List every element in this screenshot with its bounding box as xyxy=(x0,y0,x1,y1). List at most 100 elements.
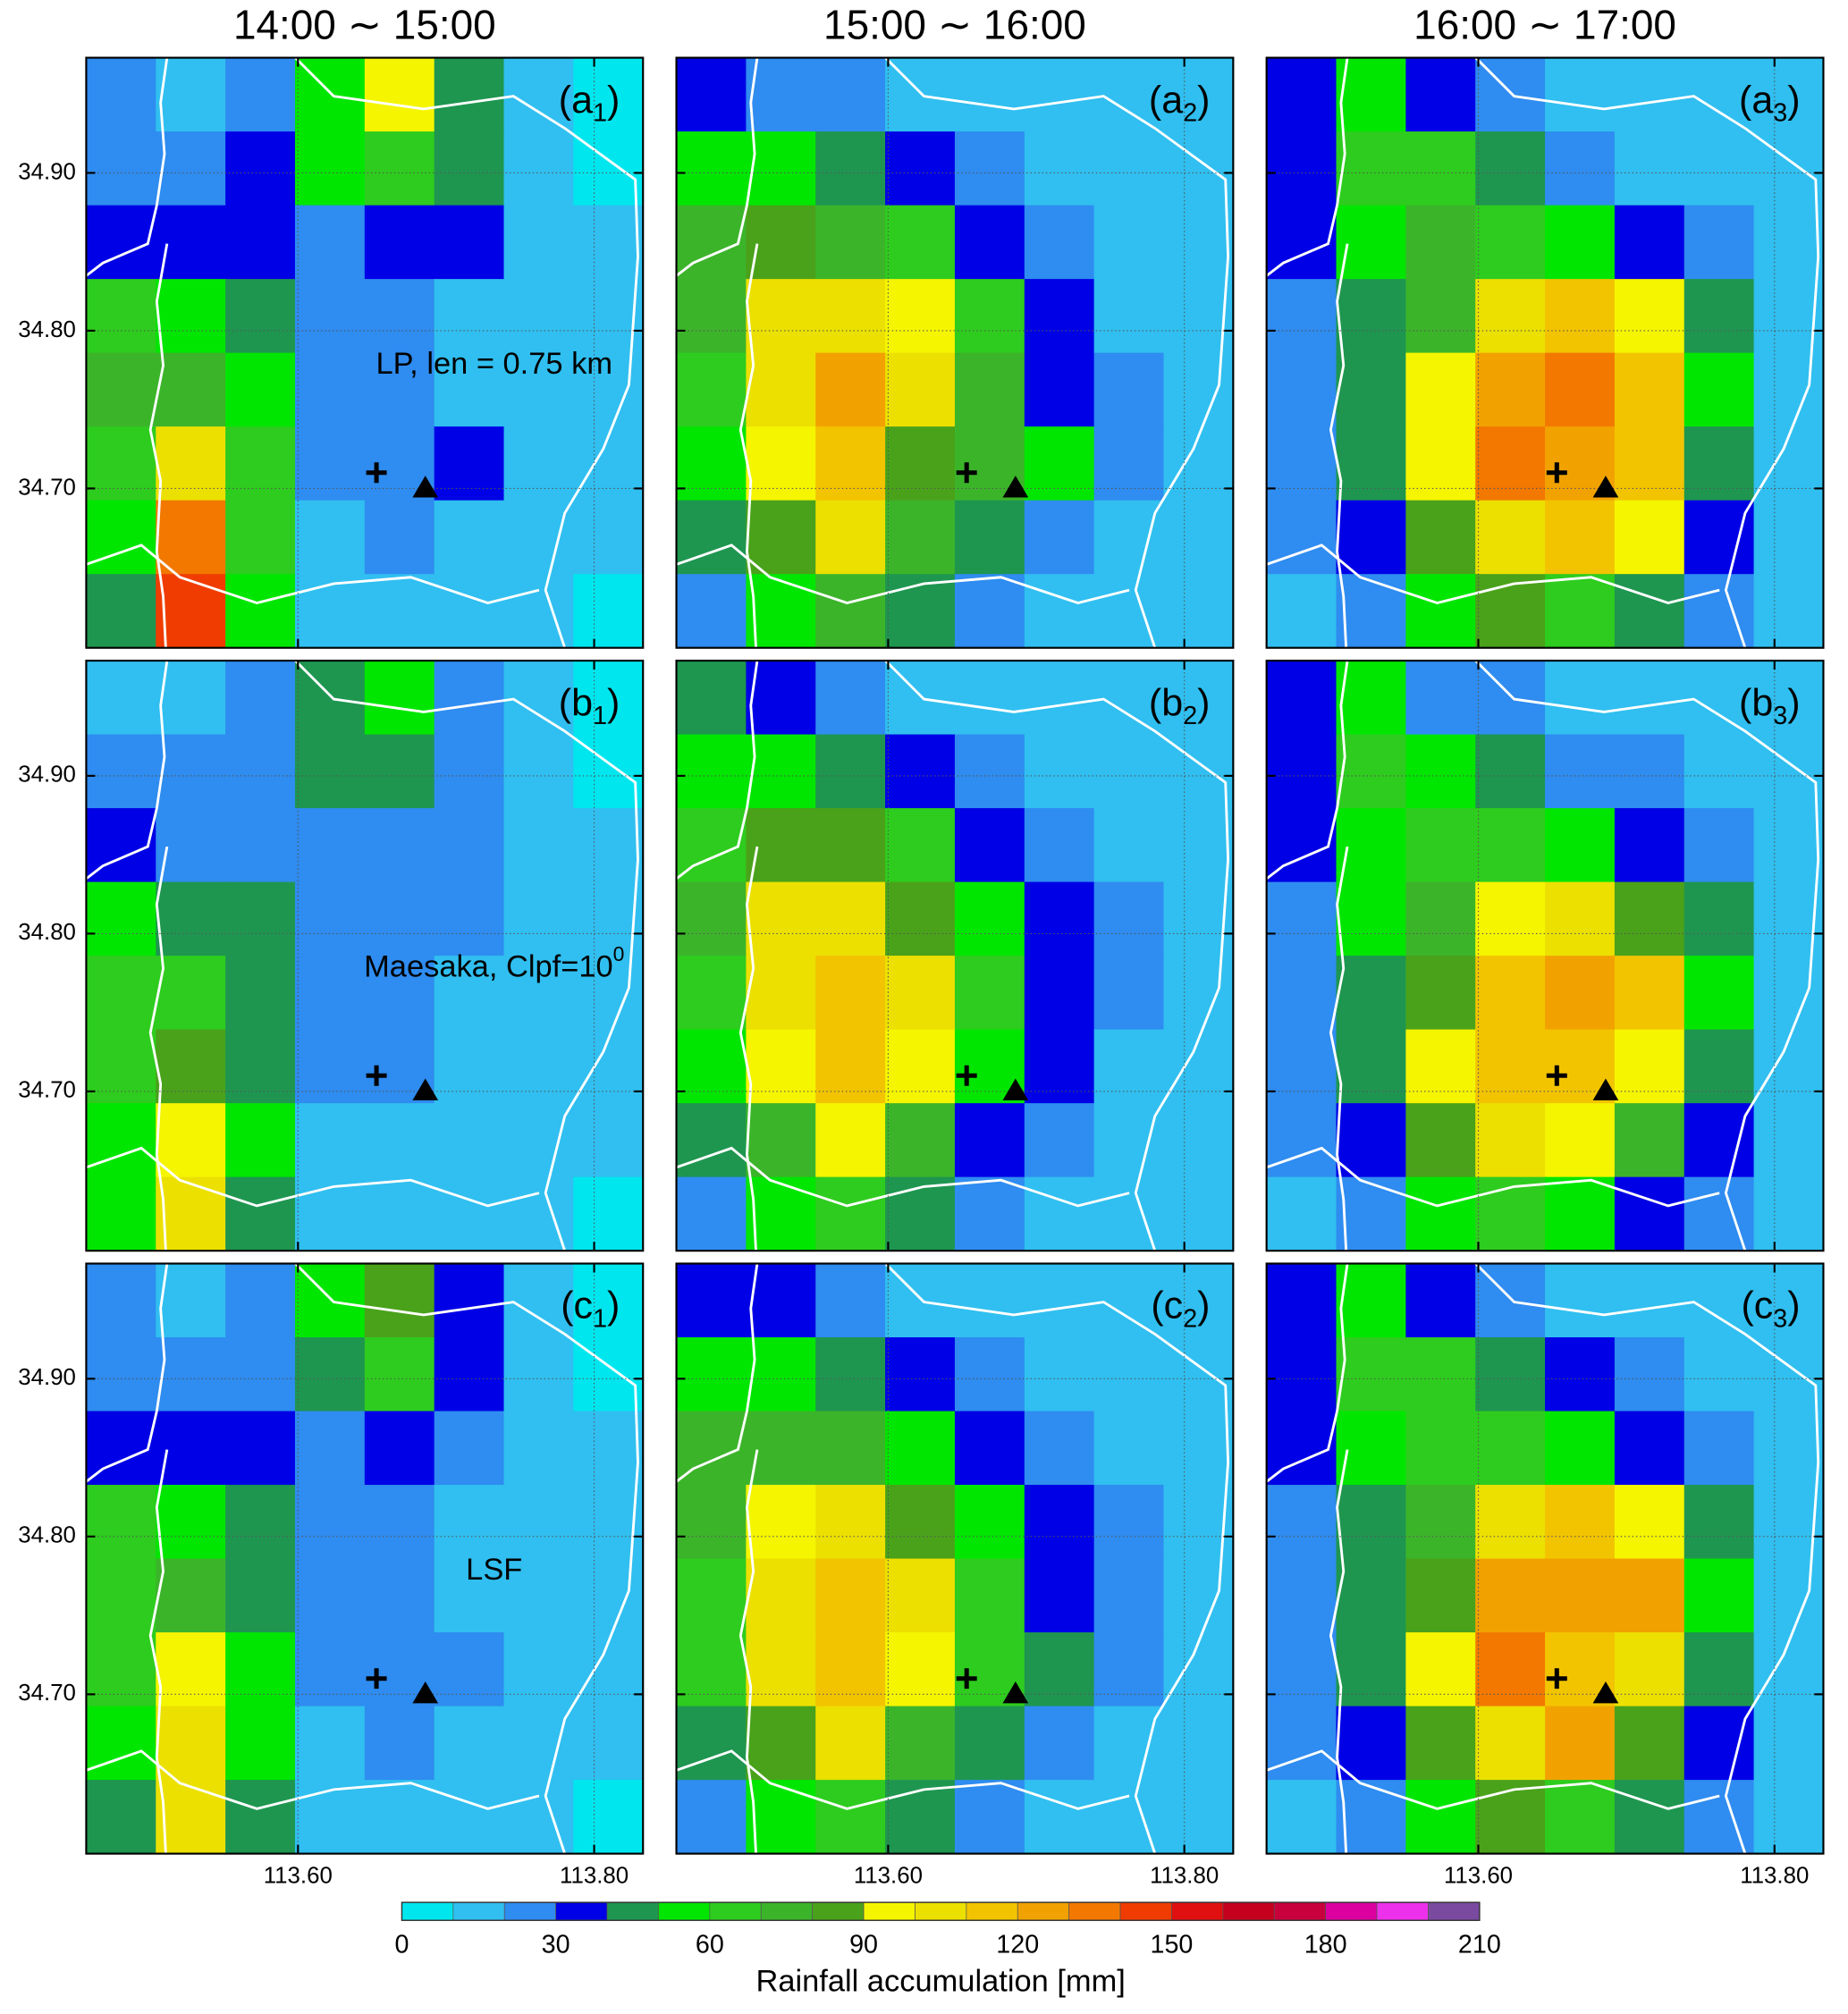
heat-cell xyxy=(1336,881,1407,956)
heat-cell xyxy=(156,1029,226,1104)
heat-cell xyxy=(1093,1337,1165,1412)
panel: 113.60 113.80 (c3) xyxy=(1265,1262,1825,1888)
heat-cell xyxy=(746,131,816,206)
heat-cell xyxy=(1475,734,1546,809)
heat-cell xyxy=(885,279,956,354)
heat-cell xyxy=(1405,352,1476,427)
panel: 34.70 34.80 34.90 (b1) Maesaka, Clpf=100 xyxy=(18,659,645,1252)
panel-label: (a3) xyxy=(1739,79,1801,127)
heat-cell xyxy=(1024,1485,1095,1560)
heat-cell xyxy=(225,1411,296,1486)
heat-cell xyxy=(1266,661,1337,736)
heat-cell xyxy=(815,734,886,809)
colorbar-segment xyxy=(1325,1901,1378,1921)
heat-cell xyxy=(503,1176,575,1251)
panel: 34.70 34.80 34.90 (a1) 14:00 ∼ 15:00 LP, len … xyxy=(18,2,645,649)
heat-cell xyxy=(1093,1176,1165,1251)
colorbar-segment xyxy=(1068,1901,1121,1921)
panel-label-sub: 2 xyxy=(1183,1304,1197,1333)
heat-cell xyxy=(1683,1780,1755,1855)
panel-label-sub: 3 xyxy=(1773,702,1787,730)
heat-cell xyxy=(1405,1558,1476,1633)
heat-cell xyxy=(294,352,366,427)
heat-cell xyxy=(86,57,156,132)
heat-cell xyxy=(434,1337,505,1412)
cross-marker xyxy=(366,1065,387,1086)
heat-cell xyxy=(815,1780,886,1855)
heat-cell xyxy=(954,1103,1025,1178)
heat-cell xyxy=(1683,661,1755,736)
heat-cell xyxy=(746,956,816,1031)
boundary-line xyxy=(675,1263,759,1483)
heat-cell xyxy=(294,426,366,501)
column-title: 16:00 ∼ 17:00 xyxy=(1413,2,1676,48)
heat-cell xyxy=(1545,574,1616,649)
boundary-line xyxy=(85,1146,540,1208)
heat-cell xyxy=(1614,1029,1685,1104)
boundary-line xyxy=(85,660,169,881)
heat-cell xyxy=(885,1029,956,1104)
heat-cell xyxy=(1614,352,1685,427)
heat-cell xyxy=(156,1263,226,1338)
triangle-marker xyxy=(1002,476,1029,498)
heat-cell xyxy=(1753,808,1825,883)
panel-frame xyxy=(675,1262,1235,1855)
heat-cell xyxy=(294,1411,366,1486)
y-tick-label: 34.70 xyxy=(18,475,76,500)
boundary-line xyxy=(676,544,1130,604)
heat-cell xyxy=(1614,1780,1685,1855)
heat-cell xyxy=(434,205,505,280)
heat-cell xyxy=(746,1176,816,1251)
colorbar-segment xyxy=(915,1901,967,1921)
panel-label-main: (b xyxy=(1149,682,1183,725)
heat-cell xyxy=(1545,500,1616,575)
heat-cell xyxy=(815,1103,886,1178)
heat-cell xyxy=(1163,1263,1235,1338)
heat-cell xyxy=(1336,808,1407,883)
heat-cell xyxy=(86,881,156,956)
heat-cell xyxy=(1266,1780,1337,1855)
heat-cell xyxy=(1405,1411,1476,1486)
heat-cell xyxy=(1683,279,1755,354)
heat-cell xyxy=(1545,881,1616,956)
heat-cell xyxy=(1266,1103,1337,1178)
colorbar-segment xyxy=(966,1901,1018,1921)
heat-cell xyxy=(156,1780,226,1855)
heat-cell xyxy=(746,661,816,736)
heat-cell xyxy=(1405,279,1476,354)
heat-cell xyxy=(1683,1029,1755,1104)
heat-cell xyxy=(156,426,226,501)
panel-frame xyxy=(675,659,1235,1252)
triangle-marker xyxy=(412,1078,439,1100)
heat-cell xyxy=(1024,1103,1095,1178)
panel: (b2) xyxy=(675,659,1235,1252)
heat-cell xyxy=(815,1176,886,1251)
panel-label-end: ) xyxy=(607,682,620,725)
heat-cell xyxy=(1683,57,1755,132)
heat-cell xyxy=(294,1706,366,1781)
heat-cell xyxy=(1475,1411,1546,1486)
heat-cell xyxy=(156,1558,226,1633)
heat-cell xyxy=(1336,574,1407,649)
heat-cell xyxy=(1024,1263,1095,1338)
heat-cell xyxy=(1545,1263,1616,1338)
heat-cell xyxy=(1093,1411,1165,1486)
heat-cell xyxy=(434,131,505,206)
heat-cell xyxy=(1405,1337,1476,1412)
heat-cell xyxy=(1266,1485,1337,1560)
boundary-line xyxy=(738,846,759,1251)
heat-cell xyxy=(1545,1411,1616,1486)
heat-cell xyxy=(1405,500,1476,575)
heat-cell xyxy=(885,1780,956,1855)
heat-cell xyxy=(815,1632,886,1707)
boundary-line xyxy=(1266,1749,1720,1810)
annotation-part: LSF xyxy=(466,1553,522,1587)
heat-cell xyxy=(1683,1706,1755,1781)
heat-cell xyxy=(1093,808,1165,883)
heat-cell xyxy=(434,1706,505,1781)
heat-cell xyxy=(225,1029,296,1104)
heat-cell xyxy=(503,131,575,206)
heat-cell xyxy=(1545,1176,1616,1251)
heat-cell xyxy=(225,1176,296,1251)
cross-marker xyxy=(956,1668,977,1690)
